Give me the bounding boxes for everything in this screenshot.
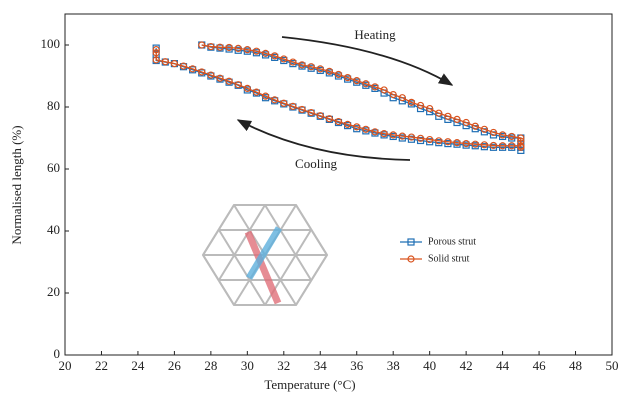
legend-label: Solid strut — [428, 253, 470, 264]
x-tick-label: 46 — [533, 358, 547, 373]
x-tick-label: 22 — [95, 358, 108, 373]
annotation: Cooling — [295, 156, 337, 171]
y-tick-label: 40 — [47, 222, 60, 237]
y-tick-label: 0 — [54, 346, 61, 361]
x-tick-label: 48 — [569, 358, 582, 373]
x-tick-label: 34 — [314, 358, 328, 373]
x-tick-label: 32 — [277, 358, 290, 373]
x-tick-label: 28 — [204, 358, 217, 373]
series-line — [156, 45, 521, 150]
y-tick-label: 100 — [41, 36, 61, 51]
series-line — [156, 45, 521, 147]
x-tick-label: 30 — [241, 358, 254, 373]
y-tick-label: 80 — [47, 98, 60, 113]
legend-label: Porous strut — [428, 236, 476, 247]
x-tick-label: 26 — [168, 358, 182, 373]
arrow — [238, 120, 410, 160]
x-tick-label: 36 — [350, 358, 364, 373]
x-tick-label: 50 — [606, 358, 619, 373]
plot-frame — [65, 14, 612, 355]
x-tick-label: 24 — [131, 358, 145, 373]
x-tick-label: 40 — [423, 358, 436, 373]
x-tick-label: 44 — [496, 358, 510, 373]
x-tick-label: 42 — [460, 358, 473, 373]
x-tick-label: 38 — [387, 358, 400, 373]
arrow — [282, 37, 452, 85]
y-tick-label: 60 — [47, 160, 60, 175]
x-tick-label: 20 — [59, 358, 72, 373]
x-axis-label: Temperature (°C) — [264, 377, 355, 392]
chart: Temperature (°C) Normalised length (%) H… — [0, 0, 622, 397]
y-axis-label: Normalised length (%) — [9, 125, 24, 244]
annotation: Heating — [354, 27, 396, 42]
y-tick-label: 20 — [47, 284, 60, 299]
